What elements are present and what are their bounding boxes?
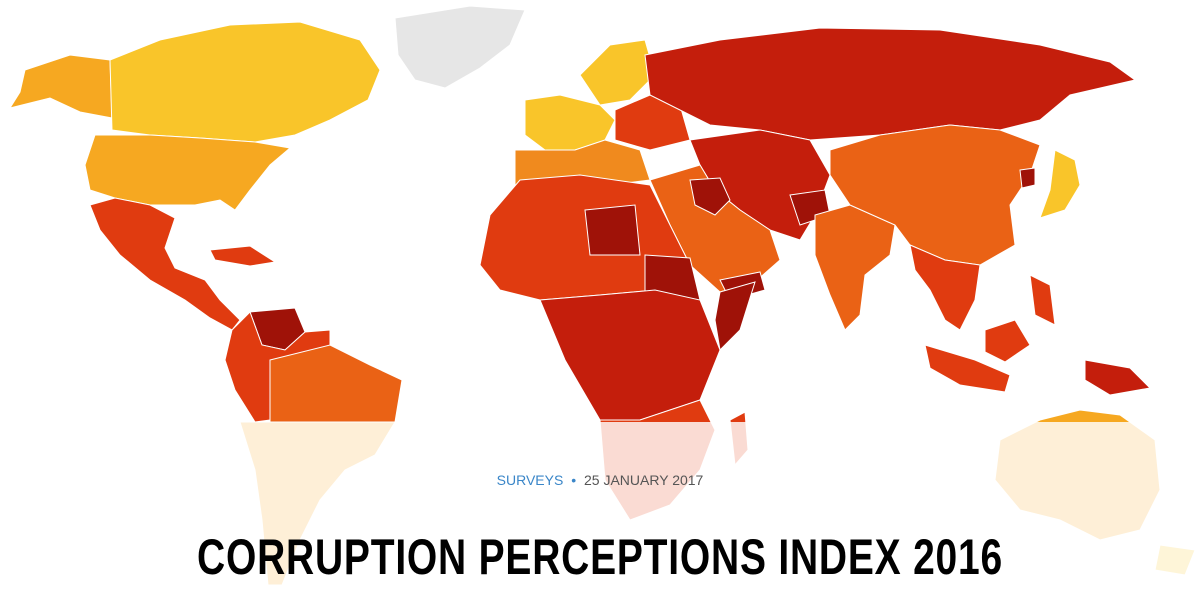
region-indonesia	[924, 344, 1011, 393]
region-central-africa	[539, 289, 721, 421]
region-brazil	[269, 344, 403, 423]
article-meta: SURVEYS • 25 JANUARY 2017	[0, 472, 1200, 488]
region-india	[814, 204, 896, 331]
region-iraq-syria	[689, 177, 731, 216]
region-southeast-asia	[909, 244, 981, 331]
region-philippines	[1029, 274, 1056, 326]
region-canada	[109, 21, 381, 143]
region-china	[829, 124, 1041, 266]
region-mexico-central-america	[89, 197, 241, 331]
region-north-korea	[1019, 167, 1036, 189]
region-greenland	[394, 5, 526, 89]
region-scandinavia	[579, 39, 656, 106]
region-usa	[84, 134, 292, 211]
region-borneo	[984, 319, 1031, 363]
region-japan	[1039, 149, 1081, 219]
region-caribbean	[209, 245, 277, 267]
meta-separator: •	[571, 472, 577, 488]
region-papua	[1084, 359, 1152, 396]
region-russia	[644, 27, 1137, 141]
region-alaska	[8, 54, 113, 119]
caption-fade-overlay	[0, 422, 1200, 590]
category-link[interactable]: SURVEYS	[496, 472, 564, 488]
region-libya	[584, 204, 641, 256]
page-title: CORRUPTION PERCEPTIONS INDEX 2016	[197, 529, 1003, 585]
region-horn-of-africa	[714, 281, 756, 352]
publish-date: 25 JANUARY 2017	[584, 472, 704, 488]
